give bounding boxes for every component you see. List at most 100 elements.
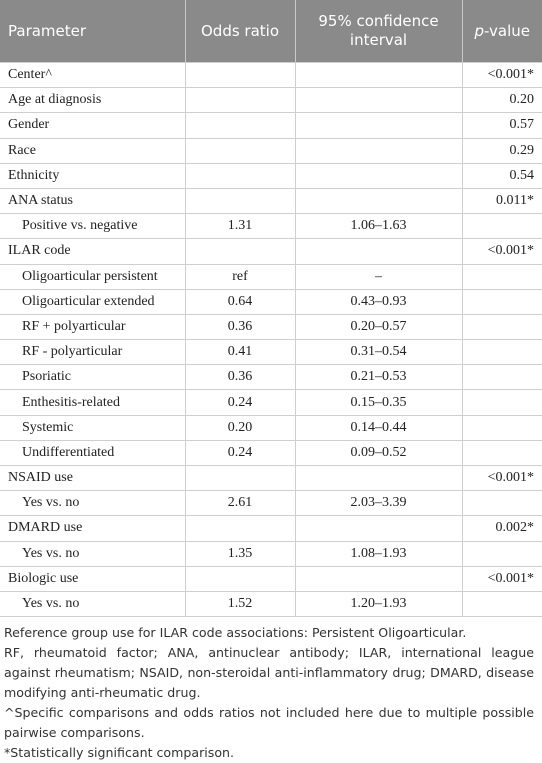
cell: 0.64	[185, 288, 296, 315]
parameter-row: NSAID use <0.001*	[0, 464, 542, 492]
cell: Psoriatic	[0, 364, 186, 391]
sub-row: RF - polyarticular 0.41 0.31–0.54	[0, 339, 542, 366]
cell: Age at diagnosis	[0, 87, 186, 114]
cell: Oligoarticular persistent	[0, 263, 186, 290]
empty-cell	[185, 162, 296, 189]
empty-cell	[185, 61, 296, 89]
empty-cell	[295, 515, 463, 542]
cell: Yes vs. no	[0, 540, 186, 567]
cell: 0.57	[462, 112, 542, 139]
sub-row: Undifferentiated 0.24 0.09–0.52	[0, 439, 542, 467]
cell: 0.54	[462, 162, 542, 189]
cell: 1.35	[185, 540, 296, 567]
cell: Undifferentiated	[0, 439, 186, 467]
empty-cell	[185, 565, 296, 592]
empty-cell	[295, 87, 463, 114]
cell: ILAR code	[0, 238, 186, 265]
cell: 0.31–0.54	[295, 339, 463, 366]
cell: Enthesitis-related	[0, 389, 186, 416]
sub-row: Psoriatic 0.36 0.21–0.53	[0, 364, 542, 391]
empty-cell	[462, 414, 542, 441]
cell: 0.21–0.53	[295, 364, 463, 391]
cell: 0.36	[185, 364, 296, 391]
empty-cell	[462, 213, 542, 240]
cell: 2.03–3.39	[295, 490, 463, 517]
empty-cell	[462, 263, 542, 290]
sub-row: Enthesitis-related 0.24 0.15–0.35	[0, 389, 542, 416]
empty-cell	[462, 389, 542, 416]
sub-row: Oligoarticular persistent ref –	[0, 263, 542, 290]
parameter-row: Biologic use <0.001*	[0, 565, 542, 592]
cell: 1.31	[185, 213, 296, 240]
cell: ref	[185, 263, 296, 290]
cell: 1.08–1.93	[295, 540, 463, 567]
sub-row: Yes vs. no 1.52 1.20–1.93	[0, 590, 542, 618]
empty-cell	[462, 490, 542, 517]
parameter-row: ILAR code <0.001*	[0, 238, 542, 265]
empty-cell	[185, 187, 296, 215]
cell: 0.09–0.52	[295, 439, 463, 467]
cell: 0.20	[462, 87, 542, 114]
cell: RF - polyarticular	[0, 339, 186, 366]
cell: 0.20	[185, 414, 296, 441]
cell: <0.001*	[462, 565, 542, 592]
header-text: p	[474, 21, 485, 40]
header-cell: p-value	[462, 0, 542, 63]
cell: Center^	[0, 61, 186, 89]
parameter-row: Ethnicity 0.54	[0, 162, 542, 189]
parameter-row: ANA status 0.011*	[0, 187, 542, 215]
cell: 0.24	[185, 389, 296, 416]
cell: 0.29	[462, 137, 542, 164]
empty-cell	[185, 112, 296, 139]
table-body: Center^ <0.001* Age at diagnosis 0.20 Gender…	[0, 61, 542, 618]
empty-cell	[462, 439, 542, 467]
cell: 0.41	[185, 339, 296, 366]
cell: 0.15–0.35	[295, 389, 463, 416]
sub-row: Yes vs. no 2.61 2.03–3.39	[0, 490, 542, 517]
cell: <0.001*	[462, 61, 542, 89]
empty-cell	[295, 238, 463, 265]
header-text: -value	[484, 21, 530, 40]
footnote: Reference group use for ILAR code associ…	[4, 625, 467, 641]
cell: <0.001*	[462, 238, 542, 265]
empty-cell	[462, 313, 542, 341]
empty-cell	[462, 288, 542, 315]
cell: 0.43–0.93	[295, 288, 463, 315]
sub-row: Systemic 0.20 0.14–0.44	[0, 414, 542, 441]
cell: RF + polyarticular	[0, 313, 186, 341]
footnotes: Reference group use for ILAR code associ…	[0, 617, 542, 763]
sub-row: RF + polyarticular 0.36 0.20–0.57	[0, 313, 542, 341]
cell: –	[295, 263, 463, 290]
sub-row: Oligoarticular extended 0.64 0.43–0.93	[0, 288, 542, 315]
empty-cell	[185, 137, 296, 164]
empty-cell	[462, 590, 542, 618]
empty-cell	[462, 364, 542, 391]
empty-cell	[462, 339, 542, 366]
empty-cell	[295, 162, 463, 189]
header-row: Parameter Odds ratio 95% confidence interv…	[0, 0, 542, 63]
header-cell: Parameter	[0, 0, 186, 63]
empty-cell	[295, 565, 463, 592]
empty-cell	[295, 137, 463, 164]
cell: Race	[0, 137, 186, 164]
cell: Gender	[0, 112, 186, 139]
cell: Oligoarticular extended	[0, 288, 186, 315]
empty-cell	[295, 187, 463, 215]
cell: 0.002*	[462, 515, 542, 542]
cell: 2.61	[185, 490, 296, 517]
cell: DMARD use	[0, 515, 186, 542]
cell: Ethnicity	[0, 162, 186, 189]
cell: Positive vs. negative	[0, 213, 186, 240]
results-table: Parameter Odds ratio 95% confidence interv…	[0, 0, 542, 618]
cell: 0.011*	[462, 187, 542, 215]
empty-cell	[295, 112, 463, 139]
parameter-row: Race 0.29	[0, 137, 542, 164]
cell: 1.20–1.93	[295, 590, 463, 618]
cell: Biologic use	[0, 565, 186, 592]
cell: Systemic	[0, 414, 186, 441]
cell: 0.20–0.57	[295, 313, 463, 341]
parameter-row: Center^ <0.001*	[0, 61, 542, 89]
parameter-row: Gender 0.57	[0, 112, 542, 139]
sub-row: Yes vs. no 1.35 1.08–1.93	[0, 540, 542, 567]
cell: 0.14–0.44	[295, 414, 463, 441]
